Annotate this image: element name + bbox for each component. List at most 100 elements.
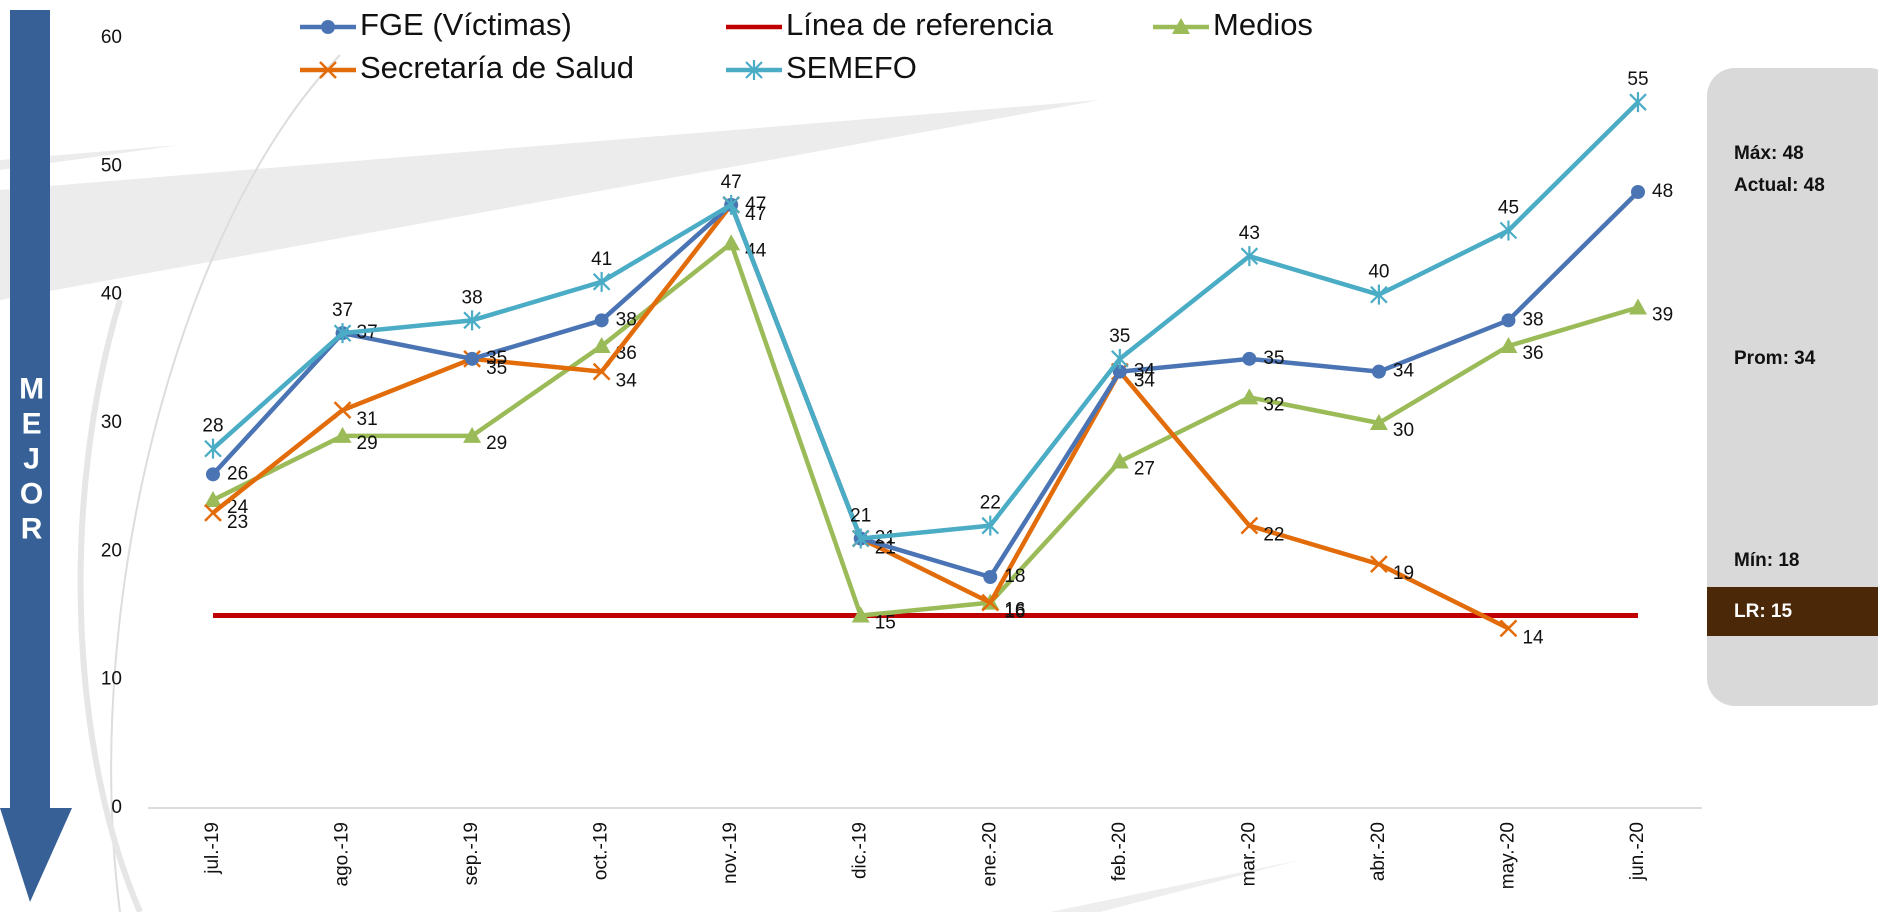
marker — [1499, 220, 1518, 241]
marker — [851, 606, 870, 623]
data-label: 35 — [486, 348, 507, 369]
marker — [592, 362, 611, 381]
marker — [204, 503, 222, 522]
data-label: 28 — [202, 416, 223, 437]
y-tick-label: 30 — [101, 412, 122, 433]
marker — [1631, 185, 1645, 199]
data-label: 41 — [591, 249, 612, 270]
data-label: 30 — [1393, 420, 1414, 441]
data-label: 36 — [1522, 343, 1543, 364]
marker — [465, 351, 480, 366]
legend-label: FGE (Víctimas) — [360, 7, 572, 42]
data-label: 34 — [1393, 361, 1415, 382]
data-label: 14 — [1522, 627, 1544, 648]
marker — [851, 528, 870, 549]
series: 23 31 35 34 47 21 16 34 22 19 14 — [204, 195, 1544, 648]
marker — [319, 61, 337, 79]
x-tick-label: feb.-20 — [1109, 822, 1130, 881]
data-label: 18 — [1004, 566, 1025, 587]
legend-label: Medios — [1213, 7, 1313, 42]
series: 28 37 38 41 47 21 22 35 43 40 45 55 — [202, 69, 1649, 549]
marker — [1242, 351, 1257, 366]
legend-item: Secretaría de Salud — [300, 50, 634, 85]
marker — [1499, 619, 1518, 638]
summary-label: Actual: 48 — [1734, 175, 1825, 196]
marker — [981, 515, 1000, 536]
y-tick-label: 20 — [101, 540, 122, 561]
data-label: 24 — [227, 497, 249, 518]
data-label: 39 — [1652, 305, 1673, 326]
marker — [594, 313, 609, 328]
data-label: 38 — [462, 287, 483, 308]
data-label: 15 — [875, 613, 896, 634]
data-label: 37 — [332, 300, 353, 321]
data-label: 19 — [1393, 563, 1414, 584]
x-tick-label: sep.-19 — [461, 822, 482, 885]
marker — [333, 323, 352, 344]
x-tick-label: dic.-19 — [850, 822, 871, 879]
data-label: 29 — [357, 433, 378, 454]
legend-item: SEMEFO — [726, 50, 917, 85]
marker — [333, 401, 352, 420]
y-tick-label: 10 — [101, 669, 122, 690]
series-line — [212, 241, 1639, 618]
data-label: 32 — [1263, 394, 1284, 415]
legend-label: Línea de referencia — [786, 7, 1054, 42]
data-label: 38 — [616, 309, 637, 330]
marker — [1501, 313, 1516, 328]
marker — [722, 234, 741, 251]
marker — [1629, 298, 1647, 315]
data-label: 34 — [616, 371, 638, 392]
series-line — [211, 202, 1510, 631]
y-tick-label: 40 — [101, 284, 122, 305]
data-label: 47 — [721, 172, 742, 193]
marker — [1112, 364, 1127, 379]
marker — [1172, 18, 1190, 34]
background-swoosh — [0, 54, 1300, 914]
x-tick-label: abr.-20 — [1368, 822, 1389, 881]
side-label: MEJOR — [15, 373, 48, 548]
x-tick-label: ene.-20 — [979, 822, 1000, 886]
marker — [722, 194, 740, 215]
marker — [463, 426, 482, 443]
marker — [1240, 246, 1259, 267]
marker — [1240, 388, 1259, 405]
legend-label: SEMEFO — [786, 50, 917, 85]
data-label: 22 — [980, 493, 1001, 514]
data-label: 23 — [227, 512, 248, 533]
data-label: 21 — [850, 506, 871, 527]
series-line — [211, 100, 1640, 541]
data-label: 31 — [357, 409, 378, 430]
x-tick-label: nov.-19 — [720, 822, 741, 884]
data-label: 35 — [486, 358, 507, 379]
x-tick-label: jun.-20 — [1627, 822, 1648, 881]
data-label: 47 — [745, 204, 766, 225]
data-label: 55 — [1627, 69, 1648, 90]
marker — [321, 20, 335, 34]
marker — [206, 467, 220, 482]
marker — [1629, 92, 1647, 113]
summary-panel — [1707, 68, 1878, 706]
summary-label: Prom: 34 — [1734, 348, 1816, 369]
data-label: 16 — [1004, 600, 1025, 621]
marker — [1371, 364, 1386, 379]
marker — [1240, 516, 1259, 535]
data-label: 22 — [1263, 525, 1284, 546]
x-tick-label: ago.-19 — [332, 822, 353, 886]
data-label: 29 — [486, 433, 507, 454]
data-label: 34 — [1134, 371, 1156, 392]
summary-label: Máx: 48 — [1734, 143, 1804, 164]
data-label: 16 — [1004, 602, 1025, 623]
data-label: 34 — [1134, 361, 1156, 382]
mejor-arrow: MEJOR — [0, 10, 72, 902]
marker — [1499, 337, 1518, 353]
data-label: 27 — [1134, 459, 1155, 480]
marker — [204, 438, 222, 459]
marker — [1369, 414, 1388, 430]
data-label: 47 — [745, 194, 766, 215]
data-label: 38 — [1522, 309, 1543, 330]
y-tick-label: 50 — [101, 155, 122, 176]
data-label: 35 — [1263, 348, 1284, 369]
